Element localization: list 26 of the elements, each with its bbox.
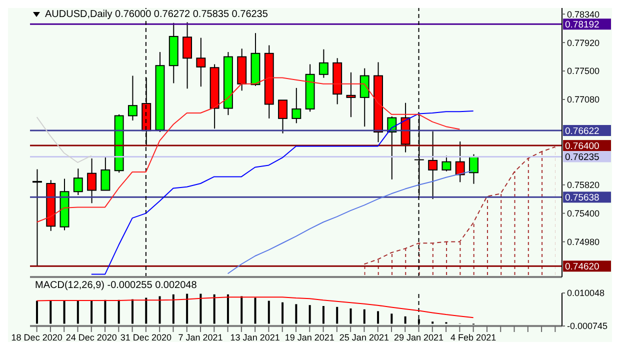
x-tick-label: 19 Jan 2021 xyxy=(284,332,334,342)
ref-line-label: 0.75638 xyxy=(565,192,600,204)
x-tick-label: 24 Dec 2020 xyxy=(66,332,117,342)
y-tick-label: 0.75820 xyxy=(567,180,600,190)
ref-line-label: 0.74620 xyxy=(565,262,600,273)
y-tick-label: -0.000745 xyxy=(567,321,608,332)
x-tick-label: 18 Dec 2020 xyxy=(11,332,62,342)
ref-line-label: 0.78192 xyxy=(565,20,600,31)
x-tick-label: 29 Jan 2021 xyxy=(394,332,444,342)
ref-line-label: 0.76400 xyxy=(565,141,600,152)
y-tick-label: 0.75400 xyxy=(567,208,600,218)
y-tick-label: 0.78340 xyxy=(567,9,600,20)
x-tick-label: 31 Dec 2020 xyxy=(120,332,172,342)
y-tick-label: 0.77920 xyxy=(567,38,600,48)
y-tick-label: 0.010048 xyxy=(567,288,605,298)
ref-line-label: 0.76622 xyxy=(565,126,600,138)
y-tick-label: 0.77080 xyxy=(567,94,600,105)
chart-title: AUDUSD,Daily 0.76000 0.76272 0.75835 0.76235 xyxy=(43,9,270,20)
ref-line-label: 0.76235 xyxy=(565,152,600,164)
x-tick-label: 13 Jan 2021 xyxy=(230,332,280,342)
y-tick-label: 0.74980 xyxy=(567,236,600,247)
x-tick-label: 7 Jan 2021 xyxy=(178,332,223,342)
x-tick-label: 4 Feb 2021 xyxy=(450,332,496,342)
x-tick-label: 25 Jan 2021 xyxy=(339,332,389,342)
chart-title: MACD(12,26,9) -0.000255 0.002048 xyxy=(33,280,199,291)
y-tick-label: 0.77500 xyxy=(567,66,600,76)
